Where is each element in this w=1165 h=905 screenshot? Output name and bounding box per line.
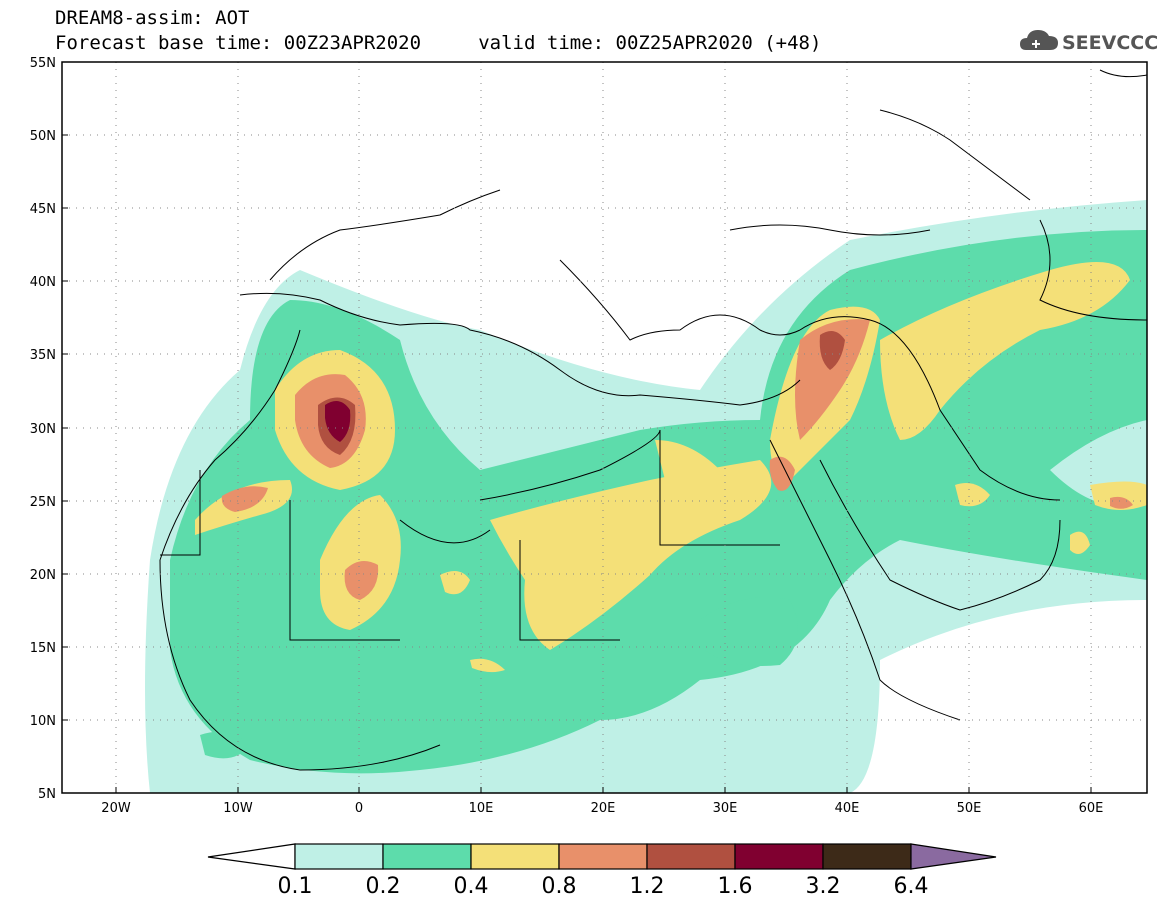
aot-map: 55N 50N 45N 40N 35N 30N 25N 20N 15N 10N … (30, 56, 1148, 816)
colorbar-swatch (294, 843, 384, 870)
coastlines (159, 69, 1147, 771)
graticule (62, 62, 1147, 793)
lat-label: 20N (30, 568, 56, 583)
lat-label: 10N (30, 714, 56, 729)
colorbar-label: 3.2 (806, 874, 841, 899)
colorbar-label: 1.2 (630, 874, 665, 899)
colorbar-label: 6.4 (894, 874, 929, 899)
lon-label: 60E (1079, 801, 1104, 816)
colorbar-swatch (382, 843, 472, 870)
lon-label: 30E (713, 801, 738, 816)
longitude-labels: 20W 10W 0 10E 20E 30E 40E 50E 60E (101, 801, 1103, 816)
colorbar-label: 0.8 (542, 874, 577, 899)
colorbar-swatch (822, 843, 912, 870)
map-title: DREAM8-assim: AOT (55, 7, 250, 29)
colorbar-swatch (646, 843, 736, 870)
lon-label: 40E (835, 801, 860, 816)
latitude-labels: 55N 50N 45N 40N 35N 30N 25N 20N 15N 10N … (30, 56, 56, 802)
lat-label: 30N (30, 422, 56, 437)
colorbar-lower-arrow (207, 843, 296, 870)
colorbar-label: 1.6 (718, 874, 753, 899)
lat-label: 25N (30, 495, 56, 510)
colorbar-label: 0.1 (278, 874, 313, 899)
colorbar-upper-arrow (910, 843, 997, 870)
lon-label: 0 (355, 801, 363, 816)
colorbar-swatch (470, 843, 560, 870)
lat-label: 40N (30, 275, 56, 290)
lon-label: 20E (591, 801, 616, 816)
colorbar-labels: 0.1 0.2 0.4 0.8 1.2 1.6 3.2 6.4 (278, 874, 929, 899)
lat-label: 15N (30, 641, 56, 656)
cloud-icon (1020, 30, 1058, 50)
axis-ticks (62, 61, 1092, 793)
lon-label: 50E (957, 801, 982, 816)
lat-label: 50N (30, 129, 56, 144)
lon-label: 20W (101, 801, 131, 816)
lat-label: 5N (38, 787, 56, 802)
seevccc-logo: SEEVCCC (1020, 30, 1158, 54)
lat-label: 45N (30, 202, 56, 217)
logo-text: SEEVCCC (1062, 32, 1158, 54)
lon-label: 10W (223, 801, 253, 816)
colorbar-label: 0.4 (454, 874, 489, 899)
colorbar-swatch (734, 843, 824, 870)
aot-shading (145, 200, 1147, 793)
colorbar-label: 0.2 (366, 874, 401, 899)
lat-label: 35N (30, 348, 56, 363)
colorbar-swatch (558, 843, 648, 870)
lat-label: 55N (30, 56, 56, 71)
lon-label: 10E (469, 801, 494, 816)
forecast-times: Forecast base time: 00Z23APR2020 valid t… (55, 32, 822, 54)
